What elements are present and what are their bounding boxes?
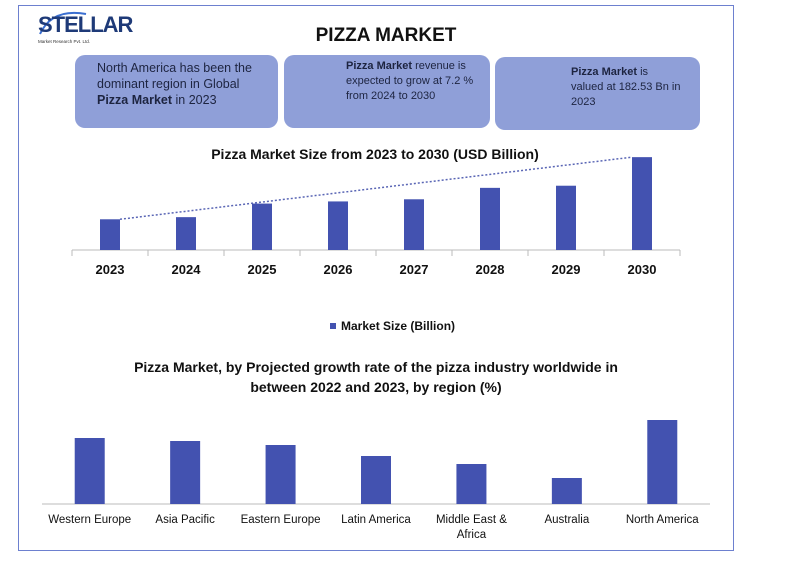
logo-name: STELLAR	[38, 12, 133, 37]
bar	[647, 420, 678, 504]
bar	[100, 219, 120, 250]
legend-marker	[330, 323, 336, 329]
frame	[18, 5, 734, 551]
info-box: North America has been the dominant regi…	[75, 55, 278, 128]
logo-swoosh	[39, 12, 87, 35]
info-box: Pizza Market revenue is expected to grow…	[284, 55, 490, 128]
bar	[176, 217, 196, 250]
page-title: PIZZA MARKET	[315, 25, 457, 46]
bar	[404, 199, 424, 250]
x-tick-label: 2030	[627, 262, 657, 277]
info-text: in 2023	[175, 93, 217, 107]
bar	[632, 157, 652, 250]
chart-title: Pizza Market Size from 2023 to 2030 (USD…	[211, 146, 539, 162]
x-tick-label: 2023	[95, 262, 125, 277]
bar	[328, 201, 348, 250]
x-tick-label: 2028	[475, 262, 505, 277]
info-bold: Pizza Market	[97, 93, 173, 107]
info-bold: Pizza Market	[571, 66, 638, 78]
x-tick-label: Asia Pacific	[155, 514, 215, 526]
bar	[361, 456, 391, 504]
bar	[252, 203, 272, 250]
info-bold: Pizza Market	[346, 60, 413, 72]
x-tick-label: Eastern Europe	[240, 514, 321, 526]
bar	[556, 185, 576, 250]
x-tick-label: North America	[625, 514, 699, 526]
logo-tagline: Market Research Pvt. Ltd.	[38, 39, 91, 44]
x-tick-label: Latin America	[341, 514, 411, 526]
x-tick-label: Middle East & Africa	[435, 514, 507, 541]
trend-line	[119, 156, 633, 221]
info-text: revenue is expected to grow at 7.2 % fro…	[346, 60, 474, 102]
x-tick-label: 2029	[551, 262, 581, 277]
bar	[456, 464, 487, 504]
chart-title: Pizza Market, by Projected growth rate o…	[134, 359, 618, 395]
x-tick-label: 2027	[399, 262, 429, 277]
x-tick-label: Australia	[544, 514, 590, 526]
bar	[74, 438, 105, 504]
x-tick-label: Western Europe	[48, 514, 132, 526]
bar	[480, 187, 500, 250]
bar	[170, 441, 201, 504]
bar	[265, 445, 296, 504]
bar	[551, 478, 582, 504]
info-box: Pizza Market is valued at 182.53 Bn in 2…	[495, 57, 700, 130]
x-tick-label: 2025	[247, 262, 277, 277]
legend-label: Market Size (Billion)	[341, 319, 456, 333]
x-tick-label: 2026	[323, 262, 353, 277]
info-text: is valued at 182.53 Bn in 2023	[571, 66, 681, 108]
x-tick-label: 2024	[171, 262, 201, 277]
info-text: North America has been the dominant regi…	[97, 61, 252, 91]
